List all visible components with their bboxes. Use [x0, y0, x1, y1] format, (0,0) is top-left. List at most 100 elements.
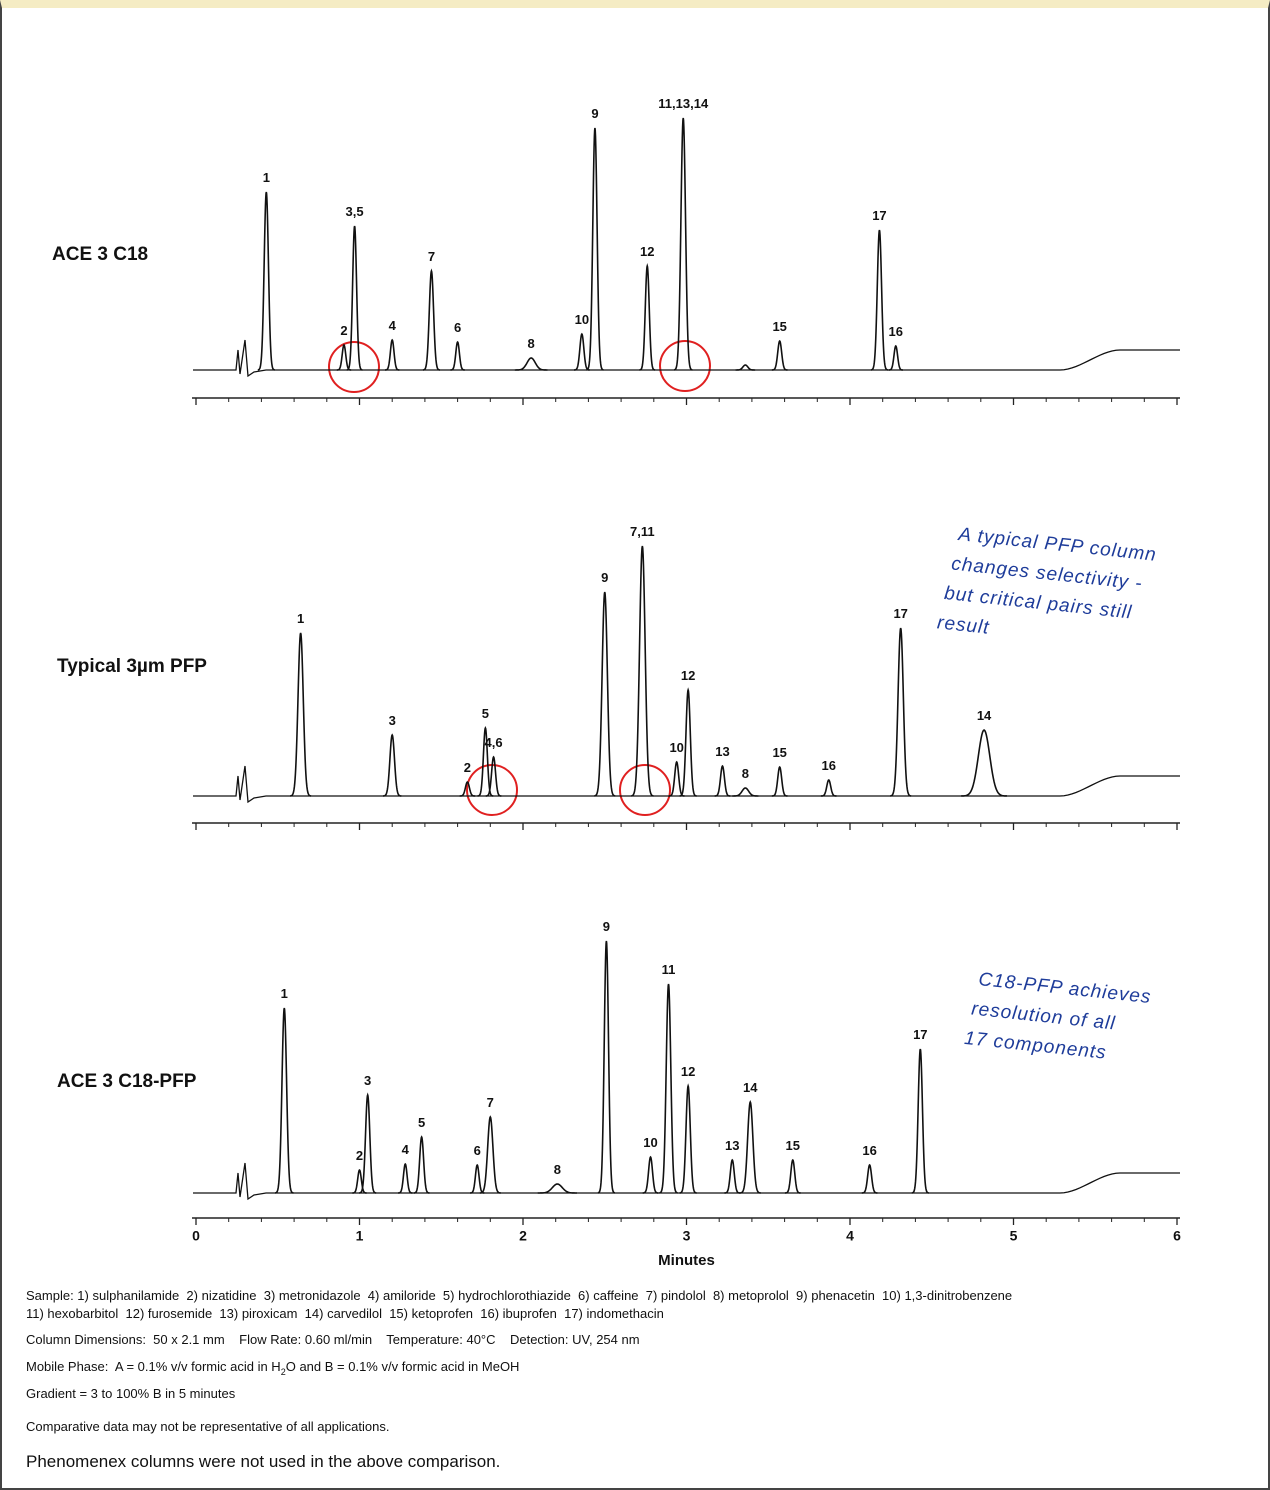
- peak: [861, 1163, 878, 1194]
- subscript: 2: [281, 1367, 286, 1377]
- circle: [328, 341, 380, 393]
- peak-label: 12: [681, 1064, 695, 1079]
- peak: [732, 787, 759, 797]
- peak-label: 4: [402, 1142, 410, 1157]
- mobile-phase: Mobile Phase: A = 0.1% v/v formic acid i…: [26, 1359, 519, 1377]
- x-tick-label: 6: [1173, 1228, 1181, 1244]
- peak-label: 2: [340, 323, 347, 338]
- peak: [290, 632, 312, 797]
- peak-label: 16: [822, 758, 836, 773]
- peak-label: 15: [786, 1138, 800, 1153]
- peak-label: 16: [889, 324, 903, 339]
- annotation-line: resolution of all: [970, 999, 1116, 1035]
- baseline: [193, 339, 1180, 378]
- peak-label: 2: [356, 1148, 363, 1163]
- peak-label: 5: [418, 1115, 425, 1130]
- peak: [469, 1163, 485, 1194]
- footer: Phenomenex columns were not used in the …: [26, 1452, 500, 1471]
- peak-label: 12: [681, 668, 695, 683]
- conditions: Column Dimensions: 50 x 2.1 mm Flow Rate…: [26, 1332, 640, 1347]
- peak-label: 10: [643, 1135, 657, 1150]
- peak-label: 3,5: [346, 204, 364, 219]
- peak-label: 10: [575, 312, 589, 327]
- peak: [714, 764, 731, 797]
- peak-label: 9: [603, 919, 610, 934]
- peak-label: 1: [297, 611, 304, 626]
- peak-label: 16: [862, 1143, 876, 1158]
- peak: [573, 332, 590, 371]
- peak-label: 7: [487, 1095, 494, 1110]
- peak: [890, 627, 912, 797]
- x-tick-label: 4: [846, 1228, 854, 1244]
- x-tick-label: 2: [519, 1228, 527, 1244]
- peak: [820, 779, 837, 797]
- peak: [739, 1099, 761, 1194]
- peak-label: 17: [893, 606, 907, 621]
- peak: [870, 229, 889, 371]
- peak-label: 13: [715, 744, 729, 759]
- peak: [888, 344, 903, 371]
- peak-label: 1: [263, 170, 270, 185]
- x-tick-label: 5: [1010, 1228, 1018, 1244]
- peak: [642, 1155, 659, 1194]
- peak: [673, 117, 693, 371]
- gradient: Gradient = 3 to 100% B in 5 minutes: [26, 1386, 236, 1401]
- x-tick-label: 3: [683, 1228, 691, 1244]
- peak: [771, 765, 788, 797]
- baseline: [193, 765, 1180, 804]
- circle: [619, 764, 671, 816]
- peak: [586, 127, 604, 371]
- peak-label: 9: [601, 570, 608, 585]
- peak-label: 17: [872, 208, 886, 223]
- peak: [659, 983, 678, 1194]
- peak: [398, 1162, 413, 1194]
- peak: [631, 545, 654, 797]
- peak-label: 14: [977, 708, 992, 723]
- x-tick-label: 0: [192, 1228, 200, 1244]
- critical-pair-markers: [328, 340, 711, 816]
- peak: [537, 1183, 577, 1194]
- peak: [383, 733, 402, 797]
- panel-name: ACE 3 C18: [52, 244, 148, 265]
- peak-label: 7: [428, 249, 435, 264]
- peak-label: 1: [281, 986, 288, 1001]
- annotation-line: 17 components: [963, 1028, 1107, 1064]
- annotation-line: result: [936, 612, 990, 638]
- peak: [477, 726, 494, 797]
- peak: [724, 1158, 741, 1194]
- peak: [359, 1092, 377, 1194]
- peak-label: 13: [725, 1138, 739, 1153]
- text: O and B = 0.1% v/v formic acid in MeOH: [286, 1359, 520, 1374]
- panel-name: ACE 3 C18-PFP: [57, 1071, 197, 1092]
- peak: [961, 728, 1007, 797]
- peak-label: 17: [913, 1027, 927, 1042]
- peak-label: 10: [669, 740, 683, 755]
- peak: [450, 340, 465, 371]
- peak: [597, 940, 616, 1194]
- circle: [659, 340, 711, 392]
- x-tick-label: 1: [356, 1228, 364, 1244]
- x-axis-label: Minutes: [658, 1252, 715, 1269]
- peak: [485, 755, 502, 797]
- peak-label: 4: [389, 318, 397, 333]
- peak: [771, 339, 788, 371]
- peak-label: 11,13,14: [658, 96, 709, 111]
- peak: [784, 1158, 801, 1194]
- peak: [422, 268, 441, 371]
- peak-label: 14: [743, 1080, 758, 1095]
- panel-name: Typical 3µm PFP: [57, 656, 207, 677]
- sample-line: 11) hexobarbitol 12) furosemide 13) piro…: [26, 1306, 664, 1321]
- peak: [479, 1115, 501, 1194]
- peak-label: 6: [454, 320, 461, 335]
- peak-label: 8: [742, 766, 749, 781]
- peak-label: 2: [464, 760, 471, 775]
- peak-label: 8: [554, 1162, 561, 1177]
- peak-label: 7,11: [630, 524, 655, 539]
- peak: [352, 1168, 367, 1194]
- peak-label: 4,6: [485, 735, 503, 750]
- peak: [911, 1048, 929, 1194]
- peak: [275, 1007, 294, 1194]
